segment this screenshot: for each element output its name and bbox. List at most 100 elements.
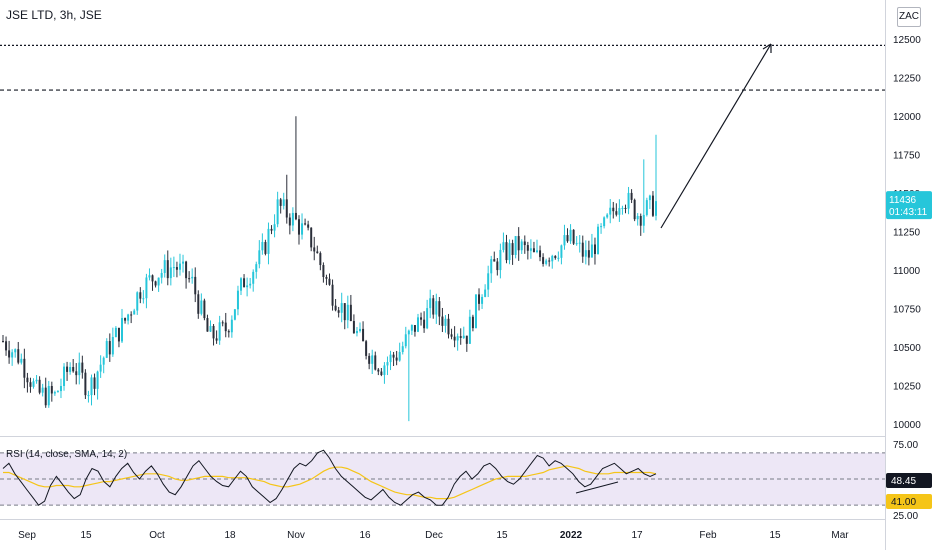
candle-body [331, 284, 334, 306]
candle-body [316, 251, 319, 254]
candle-body [603, 217, 606, 227]
candle-body [188, 278, 191, 280]
price-tick-label: 11250 [893, 228, 921, 239]
candle-body [178, 263, 181, 270]
candle-body [340, 303, 343, 313]
rsi-value-badge [886, 473, 932, 488]
candle-body [648, 195, 651, 201]
rsi-tick-label: 25.00 [893, 511, 918, 522]
candle-body [407, 330, 410, 335]
candle-body [84, 372, 87, 396]
candle-body [465, 335, 468, 344]
candle-body [645, 200, 648, 215]
candle-body [66, 366, 69, 372]
candle-body [490, 259, 493, 274]
candle-body [194, 276, 197, 295]
candle-body [618, 208, 621, 215]
candle-body [17, 349, 20, 363]
candle-body [11, 352, 14, 358]
candle-body [478, 294, 481, 304]
candle-body [517, 236, 520, 251]
candle-body [246, 285, 249, 288]
time-tick-label: 15 [496, 530, 508, 541]
candle-body [108, 341, 111, 355]
candle-body [99, 364, 102, 372]
time-tick-label: Oct [149, 530, 165, 541]
candle-body [590, 244, 593, 258]
price-tick-label: 10500 [893, 343, 921, 354]
rsi-title[interactable]: RSI (14, close, SMA, 14, 2) [6, 449, 128, 460]
candle-body [38, 379, 41, 393]
candle-body [142, 298, 145, 300]
candle-body [154, 281, 157, 286]
candle-body [93, 377, 96, 389]
candle-body [383, 365, 386, 376]
candle-body [386, 362, 389, 366]
time-tick-label: Nov [287, 530, 305, 541]
rsi-line [2, 449, 657, 506]
candle-body [584, 250, 587, 257]
rsi-sma-label: 41.00 [891, 497, 916, 508]
candle-body [121, 318, 124, 342]
candle-body [133, 310, 136, 315]
candle-body [230, 319, 233, 333]
candle-body [169, 267, 172, 279]
candle-body [78, 362, 81, 376]
candle-body [206, 318, 209, 332]
candle-body [542, 257, 545, 264]
candle-body [249, 283, 252, 286]
candle-body [53, 392, 56, 394]
candle-body [630, 192, 633, 200]
candle-body [441, 316, 444, 326]
time-tick-label: Sep [18, 530, 36, 541]
candle-body [44, 387, 47, 406]
candle-body [23, 358, 26, 378]
time-tick-label: 16 [359, 530, 371, 541]
candle-body [468, 316, 471, 344]
candle-body [444, 318, 447, 326]
rsi-layer [0, 449, 885, 506]
trend-arrow-head [762, 43, 772, 53]
candle-body [267, 228, 270, 254]
candle-body [368, 355, 371, 364]
candle-body [535, 250, 538, 253]
candle-body [505, 242, 508, 261]
horizontal-lines-layer [0, 44, 885, 91]
price-tick-label: 10750 [893, 305, 921, 316]
candle-body [313, 247, 316, 252]
candle-body [252, 271, 255, 284]
candle-body [420, 317, 423, 320]
candle-body [337, 310, 340, 313]
candle-body [5, 341, 8, 351]
candle-body [600, 226, 603, 228]
price-tick-label: 12500 [893, 35, 921, 46]
candle-body [182, 261, 185, 264]
candle-body [392, 354, 395, 358]
candle-body [374, 355, 377, 370]
candle-body [166, 260, 169, 279]
candle-body [459, 336, 462, 338]
candle-body [636, 215, 639, 220]
rsi-tick-label: 75.00 [893, 440, 918, 451]
candle-body [545, 260, 548, 264]
candle-body [362, 328, 365, 342]
candle-body [371, 355, 374, 364]
price-tick-label: 11750 [893, 151, 921, 162]
price-tick-label: 11000 [893, 266, 921, 277]
symbol-title[interactable]: JSE LTD, 3h, JSE [6, 8, 102, 22]
currency-badge[interactable]: ZAC [897, 7, 921, 27]
candle-body [502, 242, 505, 250]
candle-body [606, 214, 609, 218]
candle-body [447, 318, 450, 335]
candle-body [288, 217, 291, 226]
candle-body [261, 242, 264, 251]
candle-body [343, 303, 346, 321]
candle-body [563, 235, 566, 246]
candle-body [304, 223, 307, 225]
candle-body [514, 236, 517, 255]
candle-body [508, 243, 511, 261]
candle-body [328, 278, 331, 285]
candle-body [139, 292, 142, 299]
last-price-label: 11436 [889, 195, 917, 206]
